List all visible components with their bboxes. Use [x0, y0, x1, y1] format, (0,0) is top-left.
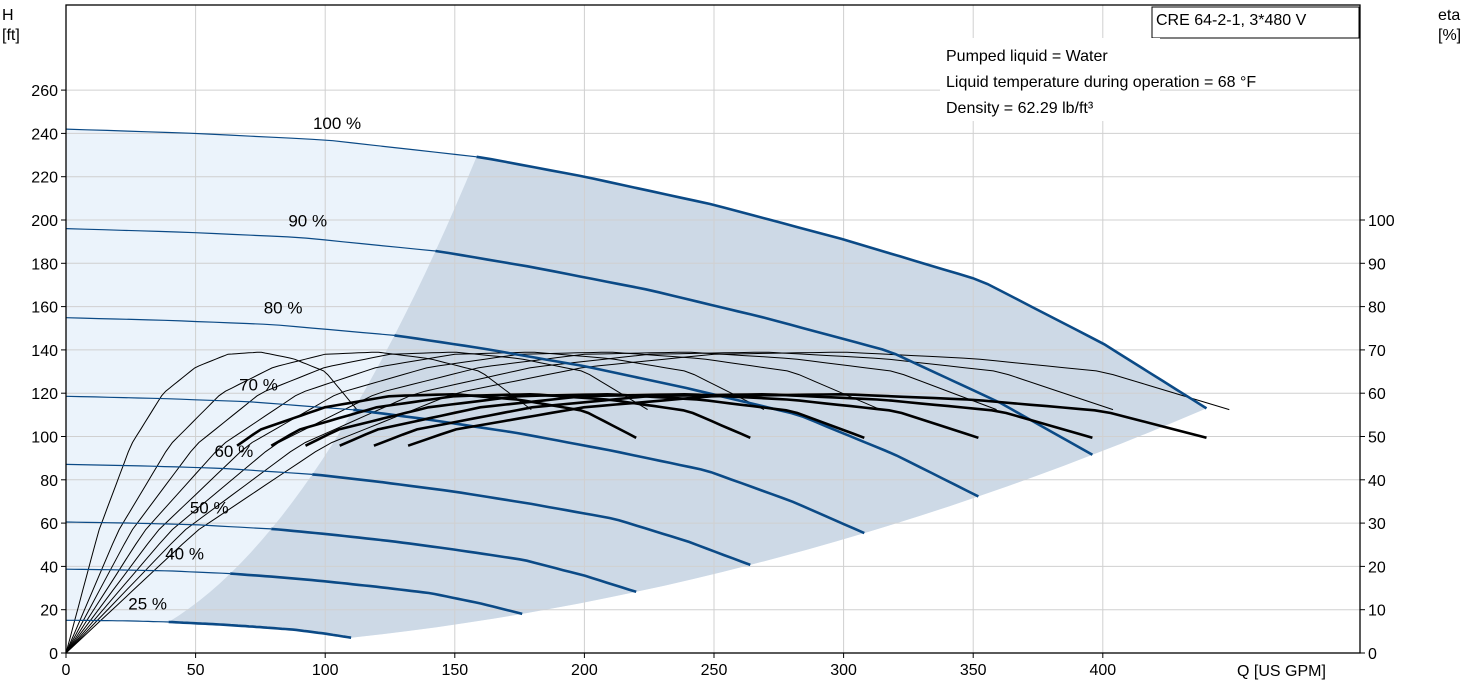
curve-label-0: 100 %: [313, 114, 361, 133]
x-tick-400: 400: [1089, 662, 1116, 679]
y-right-tick-60: 60: [1368, 386, 1386, 403]
head-curve-2: [394, 334, 979, 498]
head-curve-6: [230, 572, 523, 616]
efficiency-thin-1: [65, 351, 1114, 654]
info-box: [940, 38, 1160, 121]
efficiency-thin-curves: [65, 351, 1230, 654]
y-left-tick-180: 180: [31, 256, 58, 273]
y-right-tick-30: 30: [1368, 516, 1386, 533]
axes: [65, 4, 1361, 654]
y-right-title-line2: [%]: [1438, 27, 1461, 44]
y-right-tick-70: 70: [1368, 343, 1386, 360]
y-left-tick-220: 220: [31, 170, 58, 187]
y-left-tick-60: 60: [40, 516, 58, 533]
grid-lines: [65, 5, 1360, 654]
efficiency-thick-curves: [236, 392, 1207, 447]
efficiency-thin-0: [65, 351, 1230, 654]
x-axis-title: Q [US GPM]: [1237, 663, 1326, 680]
efficiency-thick-3: [304, 392, 865, 447]
head-curve-thin-7: [66, 619, 169, 623]
efficiency-thin-4: [65, 351, 765, 654]
y-left-tick-200: 200: [31, 213, 58, 230]
y-left-tick-20: 20: [40, 603, 58, 620]
curve-label-2: 80 %: [264, 299, 303, 318]
plot-frame: [65, 4, 1361, 654]
x-tick-50: 50: [187, 662, 205, 679]
y-right-tick-100: 100: [1368, 213, 1395, 230]
head-curves: [65, 128, 1208, 639]
y-left-tick-140: 140: [31, 343, 58, 360]
y-right-tick-50: 50: [1368, 430, 1386, 447]
y-left-title-line2: [ft]: [2, 27, 20, 44]
efficiency-thin-3: [65, 351, 881, 654]
efficiency-thick-1: [373, 392, 1093, 447]
head-curve-thin-3: [65, 395, 354, 411]
efficiency-thin-5: [65, 351, 648, 654]
x-tick-100: 100: [312, 662, 339, 679]
tick-labels: 0 50 100 150 200 250 300 350 4000204060801001201…: [31, 83, 1395, 679]
curve-label-7: 25 %: [128, 594, 167, 613]
efficiency-thin-7: [65, 351, 358, 654]
y-right-tick-10: 10: [1368, 603, 1386, 620]
y-left-tick-260: 260: [31, 83, 58, 100]
y-right-tick-40: 40: [1368, 473, 1386, 490]
head-curve-5: [271, 527, 637, 594]
y-left-tick-0: 0: [49, 646, 58, 663]
head-curve-4: [312, 473, 751, 567]
head-curve-thin-6: [65, 568, 231, 575]
curve-label-3: 70 %: [239, 375, 278, 394]
head-curve-1: [435, 249, 1094, 456]
curve-label-1: 90 %: [288, 211, 327, 230]
head-curve-thin-0: [65, 128, 477, 158]
y-right-tick-20: 20: [1368, 559, 1386, 576]
y-right-title-line1: eta: [1438, 7, 1460, 24]
title-box: [1151, 6, 1360, 39]
y-right-tick-90: 90: [1368, 256, 1386, 273]
y-left-tick-240: 240: [31, 126, 58, 143]
head-curve-thin-2: [65, 317, 395, 336]
curve-labels: 100 % 90 % 80 % 70 % 60 % 50 % 40 % 25 %: [128, 114, 361, 614]
y-left-tick-160: 160: [31, 300, 58, 317]
head-curve-thin-1: [65, 228, 436, 252]
curve-label-4: 60 %: [214, 442, 253, 461]
chart-title: CRE 64-2-1, 3*480 V: [1156, 12, 1307, 29]
y-left-tick-80: 80: [40, 473, 58, 490]
head-curve-thin-5: [65, 521, 272, 530]
x-tick-250: 250: [701, 662, 728, 679]
efficiency-thick-5: [236, 392, 637, 447]
y-left-tick-100: 100: [31, 430, 58, 447]
efficiency-thick-2: [339, 392, 979, 447]
x-tick-350: 350: [960, 662, 987, 679]
curve-label-5: 50 %: [190, 499, 229, 518]
y-right-tick-80: 80: [1368, 300, 1386, 317]
x-tick-150: 150: [441, 662, 468, 679]
x-tick-0: 0: [62, 662, 71, 679]
y-right-tick-0: 0: [1368, 646, 1377, 663]
info-line-density: Density = 62.29 lb/ft³: [946, 100, 1094, 117]
info-line-liquid: Pumped liquid = Water: [946, 48, 1108, 65]
curve-label-6: 40 %: [165, 545, 204, 564]
y-left-title-line1: H: [2, 7, 14, 24]
x-tick-200: 200: [571, 662, 598, 679]
info-line-temperature: Liquid temperature during operation = 68…: [946, 74, 1256, 91]
efficiency-thick-0: [407, 392, 1207, 447]
head-curve-0: [476, 155, 1208, 410]
head-curve-thin-4: [65, 463, 313, 475]
y-left-tick-120: 120: [31, 386, 58, 403]
head-curve-7: [168, 620, 352, 639]
x-tick-300: 300: [830, 662, 857, 679]
y-left-tick-40: 40: [40, 559, 58, 576]
efficiency-thick-4: [270, 392, 751, 447]
head-curve-3: [353, 408, 865, 535]
